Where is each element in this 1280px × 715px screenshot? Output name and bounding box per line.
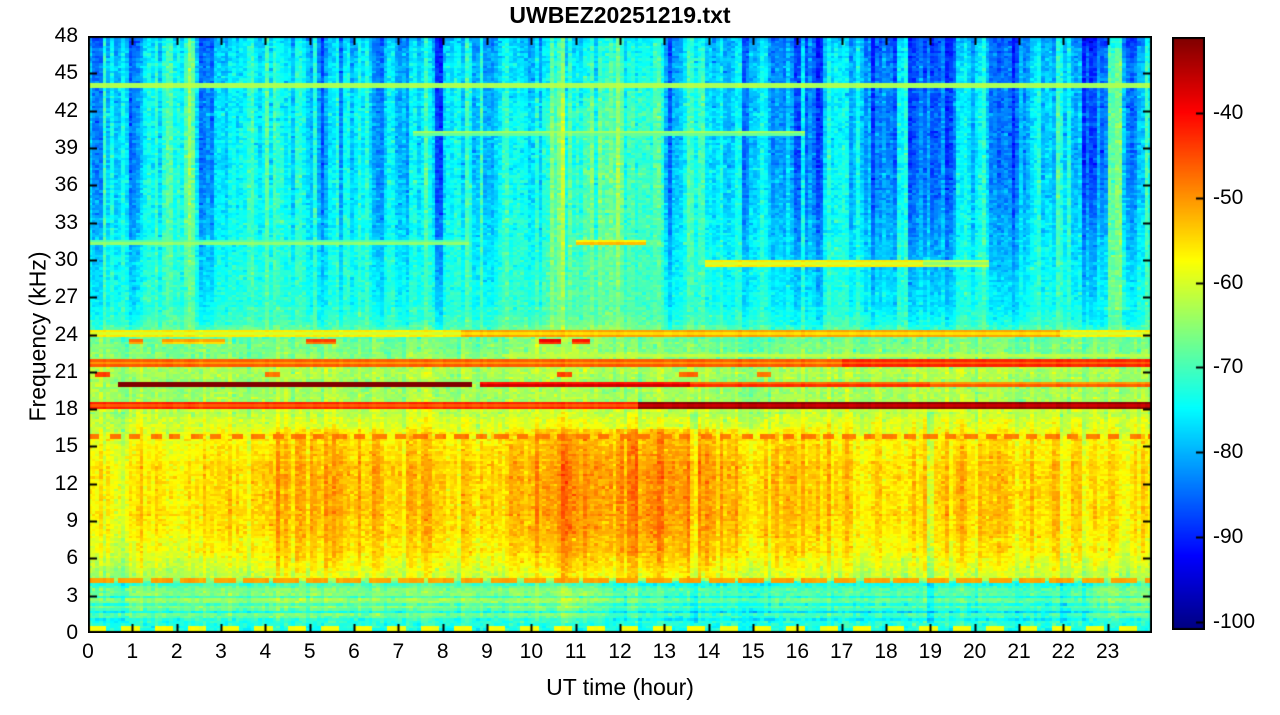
- y-tick-label: 18: [54, 397, 78, 421]
- x-tick-label: 5: [303, 640, 316, 663]
- y-tick-label: 9: [66, 509, 78, 533]
- colorbar-tick-label: -80: [1213, 440, 1244, 464]
- x-tick-label: 13: [652, 640, 676, 663]
- x-tick-label: 4: [259, 640, 272, 663]
- y-tick-label: 24: [54, 322, 78, 346]
- x-tick-label: 3: [215, 640, 227, 663]
- y-axis-label: Frequency (kHz): [24, 251, 51, 422]
- x-tick-label: 11: [564, 640, 587, 663]
- y-tick-label: 12: [54, 471, 78, 495]
- x-tick-label: 16: [785, 640, 809, 663]
- x-tick-label: 19: [918, 640, 942, 663]
- y-tick-label: 21: [54, 359, 78, 383]
- y-tick-label: 39: [54, 135, 78, 159]
- chart-title: UWBEZ20251219.txt: [509, 2, 731, 28]
- x-tick-label: 8: [436, 640, 449, 663]
- x-tick-label: 18: [874, 640, 898, 663]
- colorbar-tick-label: -50: [1213, 185, 1244, 209]
- colorbar-tick-label: -70: [1213, 355, 1244, 379]
- y-tick-label: 30: [54, 247, 78, 271]
- x-tick-label: 12: [608, 640, 632, 663]
- x-tick-label: 14: [696, 640, 721, 663]
- x-tick-label: 2: [170, 640, 183, 663]
- colorbar-tick-label: -40: [1213, 101, 1244, 125]
- x-tick-label: 9: [481, 640, 493, 663]
- x-tick-label: 20: [962, 640, 987, 663]
- y-tick-label: 48: [54, 24, 78, 47]
- x-tick-label: 21: [1007, 640, 1031, 663]
- y-tick-label: 3: [66, 583, 78, 607]
- y-tick-label: 27: [54, 285, 78, 309]
- x-tick-label: 22: [1051, 640, 1075, 663]
- x-tick-label: 1: [126, 640, 139, 663]
- x-tick-label: 10: [519, 640, 543, 663]
- x-tick-label: 6: [348, 640, 360, 663]
- colorbar-tick-label: -90: [1213, 524, 1244, 548]
- colorbar-tick-label: -100: [1213, 609, 1256, 633]
- colorbar-tick-label: -60: [1213, 270, 1244, 294]
- y-tick-label: 15: [54, 434, 78, 458]
- y-tick-label: 6: [66, 546, 78, 570]
- x-tick-label: 17: [829, 640, 854, 663]
- x-tick-label: 23: [1095, 640, 1120, 663]
- y-tick-label: 36: [54, 173, 78, 197]
- x-tick-label: 15: [741, 640, 765, 663]
- y-tick-label: 45: [54, 61, 78, 85]
- y-tick-label: 33: [54, 210, 78, 234]
- y-tick-label: 0: [66, 621, 78, 644]
- x-tick-label: 7: [392, 640, 405, 663]
- x-tick-label: 0: [82, 640, 94, 663]
- x-axis-label: UT time (hour): [546, 674, 694, 700]
- y-tick-label: 42: [54, 98, 78, 122]
- colorbar: [1172, 37, 1205, 630]
- spectrogram-heatmap: [88, 36, 1152, 633]
